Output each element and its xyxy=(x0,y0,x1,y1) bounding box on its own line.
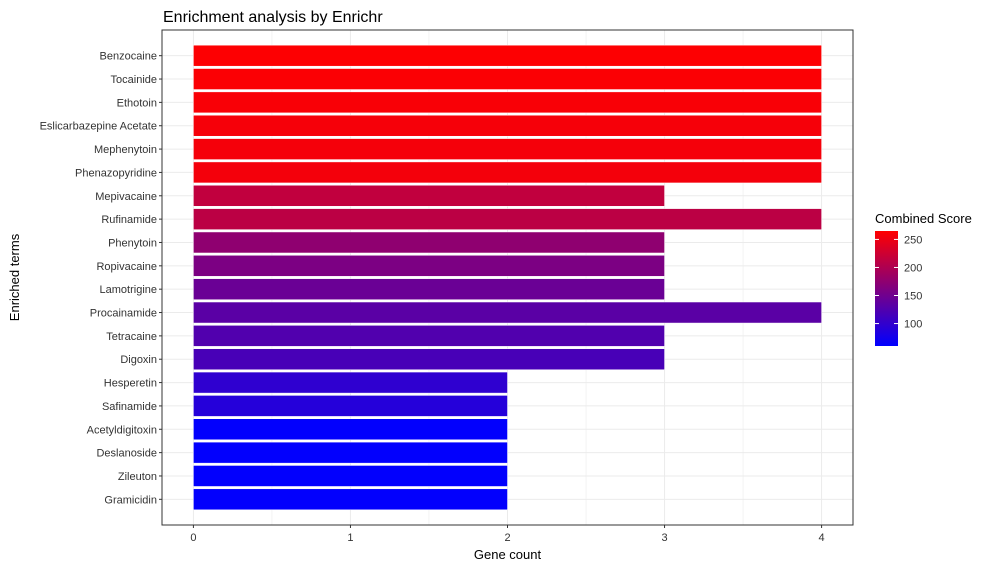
legend: Combined Score 100 150 200 250 xyxy=(875,211,972,346)
y-tick-label: Ropivacaine xyxy=(96,261,157,273)
bar-acetyldigitoxin xyxy=(193,418,508,441)
y-tick-label: Procainamide xyxy=(90,308,157,320)
legend-tick-label: 200 xyxy=(904,262,922,274)
y-tick-label: Phenytoin xyxy=(108,237,157,249)
bar-ropivacaine xyxy=(193,255,665,277)
bar-gramicidin xyxy=(193,488,508,511)
bar-procainamide xyxy=(193,301,822,324)
y-tick-label: Gramicidin xyxy=(104,494,157,506)
legend-tick-label: 100 xyxy=(904,319,922,331)
bar-tocainide xyxy=(193,68,822,90)
y-tick-label: Phenazopyridine xyxy=(75,167,157,179)
y-tick-label: Safinamide xyxy=(102,401,157,413)
y-tick-label: Tocainide xyxy=(111,74,157,86)
y-tick-label: Digoxin xyxy=(120,354,157,366)
bar-phenytoin xyxy=(193,231,665,254)
bar-safinamide xyxy=(193,395,508,417)
bar-zileuton xyxy=(193,465,508,487)
legend-tick-label: 150 xyxy=(904,291,922,303)
bar-deslanoside xyxy=(193,441,508,464)
bar-hesperetin xyxy=(193,371,508,394)
y-tick-label: Mephenytoin xyxy=(94,144,157,156)
y-tick-label: Benzocaine xyxy=(100,51,158,63)
legend-ticks: 100 150 200 250 xyxy=(875,234,922,331)
y-tick-label: Hesperetin xyxy=(104,378,157,390)
bar-lamotrigine xyxy=(193,278,665,300)
bar-rufinamide xyxy=(193,208,822,230)
x-tick-label: 4 xyxy=(819,532,825,544)
bars xyxy=(193,44,822,511)
bar-digoxin xyxy=(193,348,665,370)
y-tick-label: Deslanoside xyxy=(96,448,157,460)
legend-title: Combined Score xyxy=(875,211,972,226)
bar-ethotoin xyxy=(193,91,822,114)
chart-title: Enrichment analysis by Enrichr xyxy=(163,9,383,26)
y-tick-label: Rufinamide xyxy=(101,214,157,226)
y-tick-labels: Benzocaine Tocainide Ethotoin Eslicarbazepi… xyxy=(40,51,162,506)
x-tick-labels: 0 1 2 3 4 xyxy=(190,525,825,544)
y-tick-label: Eslicarbazepine Acetate xyxy=(40,121,157,133)
y-axis-title: Enriched terms xyxy=(7,233,22,321)
bar-phenazopyridine xyxy=(193,161,822,184)
y-tick-label: Lamotrigine xyxy=(100,284,157,296)
bar-tetracaine xyxy=(193,325,665,347)
x-tick-label: 0 xyxy=(190,532,196,544)
legend-tick-label: 250 xyxy=(904,234,922,246)
bar-mepivacaine xyxy=(193,185,665,207)
x-tick-label: 3 xyxy=(661,532,667,544)
legend-colorbar xyxy=(875,231,898,346)
x-tick-label: 1 xyxy=(347,532,353,544)
y-tick-label: Zileuton xyxy=(118,471,157,483)
bar-benzocaine xyxy=(193,44,822,67)
x-tick-label: 2 xyxy=(504,532,510,544)
y-tick-label: Ethotoin xyxy=(117,97,157,109)
bar-eslicarbazepine-acetate xyxy=(193,114,822,137)
bar-mephenytoin xyxy=(193,138,822,160)
y-tick-label: Mepivacaine xyxy=(95,191,157,203)
y-tick-label: Acetyldigitoxin xyxy=(87,424,157,436)
x-axis-title: Gene count xyxy=(474,547,542,562)
y-tick-label: Tetracaine xyxy=(106,331,157,343)
